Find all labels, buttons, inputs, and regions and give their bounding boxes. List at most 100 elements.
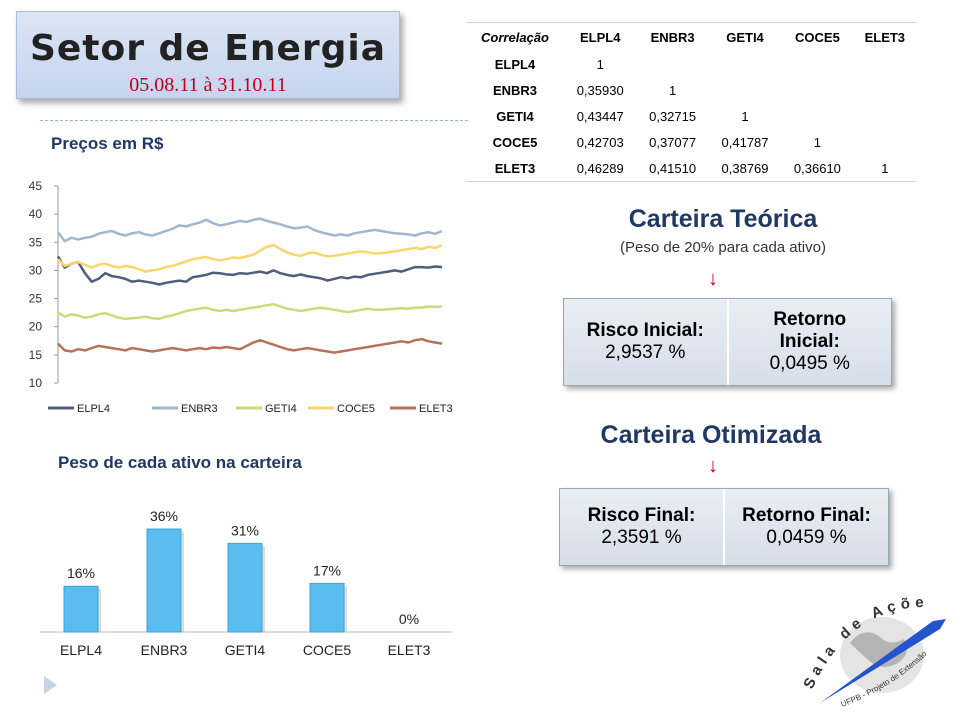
series-line-enbr3 — [56, 217, 443, 243]
series-line-coce5 — [57, 243, 443, 273]
weights-bar-chart: 16% ELPL4 36% ENBR3 31% GETI4 17% COCE5 0% ELET3 — [40, 508, 452, 658]
bar — [309, 582, 345, 633]
correlation-label: Correlação — [481, 29, 549, 45]
series-line-geti4 — [57, 302, 443, 321]
bar — [63, 585, 99, 633]
correlation-header-row: Correlação ELPL4 ENBR3 GETI4 COCE5 ELET3 — [466, 23, 916, 51]
correlation-row-label: ELPL4 — [494, 56, 536, 72]
continent-shape — [850, 632, 907, 667]
correlation-cell: 0,35930 — [576, 82, 624, 98]
prices-title: Preços em R$ — [51, 134, 164, 153]
correlation-cell — [781, 103, 853, 129]
final-return-value: 0,0459 % — [766, 527, 847, 548]
category-label: COCE5 — [303, 642, 351, 658]
correlation-cell: 0,43447 — [576, 108, 624, 124]
bar — [227, 542, 263, 633]
correlation-cell: 0,42703 — [576, 134, 624, 150]
correlation-cell — [636, 51, 708, 77]
y-tick-label: 30 — [29, 263, 43, 277]
section-divider — [40, 120, 468, 121]
correlation-cell: 0,37077 — [649, 134, 697, 150]
y-tick-label: 45 — [29, 179, 43, 193]
initial-return-cell: Retorno Inicial: 0,0495 % — [726, 299, 891, 385]
title-box: Setor de Energia 05.08.11 à 31.10.11 — [16, 11, 400, 99]
theoretical-box: Risco Inicial: 2,9537 % Retorno Inicial:… — [563, 298, 892, 386]
correlation-cell: 0,41787 — [721, 134, 769, 150]
category-label: ELET3 — [388, 642, 431, 658]
series-line-elpl4 — [56, 255, 443, 286]
correlation-cell — [854, 103, 916, 129]
correlation-row-label: COCE5 — [492, 134, 538, 150]
correlation-cell — [854, 129, 916, 155]
initial-return-label: Retorno Inicial: — [773, 309, 847, 352]
logo-arrow-icon — [820, 619, 946, 703]
legend-label: COCE5 — [337, 403, 375, 415]
y-tick-label: 35 — [29, 235, 43, 249]
page-title: Setor de Energia — [29, 28, 387, 69]
y-tick-label: 10 — [29, 376, 43, 390]
optimized-title: Carteira Otimizada — [600, 421, 822, 449]
correlation-col-header: ELET3 — [864, 29, 906, 45]
correlation-cell — [709, 51, 781, 77]
correlation-cell: 0,41510 — [649, 160, 697, 176]
correlation-cell: 1 — [881, 160, 889, 176]
legend-label: ENBR3 — [181, 403, 218, 415]
correlation-cell: 0,46289 — [576, 160, 624, 176]
optimized-arrow-icon: ↓ — [708, 455, 718, 477]
correlation-cell: 0,32715 — [649, 108, 697, 124]
legend-label: ELPL4 — [77, 403, 110, 415]
correlation-cell — [709, 77, 781, 103]
correlation-cell — [854, 77, 916, 103]
correlation-col-header: GETI4 — [726, 29, 764, 45]
data-label: 31% — [231, 522, 259, 538]
legend-label: GETI4 — [265, 403, 297, 415]
final-risk-value: 2,3591 % — [601, 527, 682, 548]
correlation-table: Correlação ELPL4 ENBR3 GETI4 COCE5 ELET3… — [466, 22, 916, 182]
correlation-row-label: ELET3 — [494, 160, 536, 176]
correlation-cell: 0,36610 — [793, 160, 841, 176]
category-label: ELPL4 — [60, 642, 102, 658]
weights-title: Peso de cada ativo na carteira — [58, 453, 302, 472]
correlation-cell — [781, 51, 853, 77]
correlation-col-header: COCE5 — [795, 29, 840, 45]
theoretical-arrow-icon: ↓ — [708, 268, 718, 290]
sala-de-acoes-logo: Sala de Ações UFPB - Projeto de Extensão — [790, 585, 946, 709]
initial-return-value: 0,0495 % — [769, 353, 850, 374]
correlation-row: ELET3 0,46289 0,41510 0,38769 0,36610 1 — [466, 155, 916, 181]
initial-risk-cell: Risco Inicial: 2,9537 % — [564, 299, 727, 385]
data-label: 16% — [67, 565, 95, 581]
correlation-cell: 1 — [741, 108, 749, 124]
final-risk-cell: Risco Final: 2,3591 % — [560, 489, 723, 565]
optimized-box: Risco Final: 2,3591 % Retorno Final: 0,0… — [559, 488, 889, 566]
correlation-col-header: ELPL4 — [579, 29, 621, 45]
correlation-cell — [781, 77, 853, 103]
initial-risk-label: Risco Inicial: — [586, 320, 704, 341]
y-tick-label: 40 — [29, 207, 43, 221]
theoretical-subtitle: (Peso de 20% para cada ativo) — [620, 239, 826, 256]
data-label: 36% — [150, 508, 178, 524]
correlation-cell: 1 — [813, 134, 822, 150]
category-label: GETI4 — [225, 642, 266, 658]
series-line-elet3 — [57, 337, 443, 354]
correlation-cell: 0,38769 — [721, 160, 769, 176]
correlation-row: COCE5 0,42703 0,37077 0,41787 1 — [466, 129, 916, 155]
correlation-row: ELPL4 1 — [466, 51, 916, 77]
legend-label: ELET3 — [419, 403, 453, 415]
initial-risk-value: 2,9537 % — [605, 342, 686, 363]
bar — [146, 528, 182, 633]
final-return-label: Retorno Final: — [742, 505, 871, 526]
next-slide-arrow-icon[interactable] — [44, 676, 57, 694]
final-risk-label: Risco Final: — [587, 505, 696, 526]
y-tick-label: 15 — [29, 348, 43, 362]
data-label: 0% — [399, 611, 419, 627]
correlation-row: GETI4 0,43447 0,32715 1 — [466, 103, 916, 129]
correlation-row-label: GETI4 — [496, 108, 534, 124]
correlation-cell: 1 — [668, 82, 677, 98]
y-tick-label: 25 — [29, 292, 43, 306]
page-subtitle: 05.08.11 à 31.10.11 — [129, 74, 287, 96]
y-tick-label: 20 — [29, 320, 43, 334]
correlation-row: ENBR3 0,35930 1 — [466, 77, 916, 103]
correlation-row-label: ENBR3 — [492, 82, 538, 98]
data-label: 17% — [313, 562, 341, 578]
category-label: ENBR3 — [141, 642, 188, 658]
